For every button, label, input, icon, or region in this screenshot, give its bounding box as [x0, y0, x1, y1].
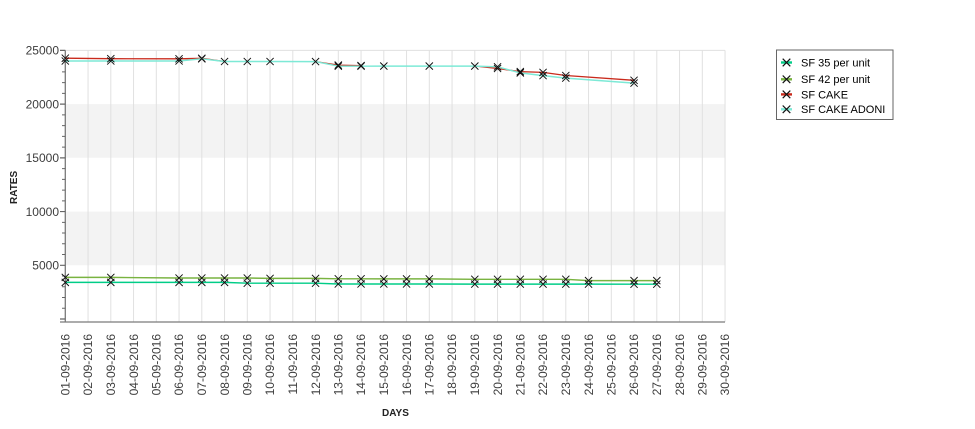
svg-text:03-09-2016: 03-09-2016 [104, 334, 118, 396]
svg-text:18-09-2016: 18-09-2016 [445, 334, 459, 396]
svg-text:07-09-2016: 07-09-2016 [195, 334, 209, 396]
svg-text:05-09-2016: 05-09-2016 [150, 334, 164, 396]
svg-text:12-09-2016: 12-09-2016 [309, 334, 323, 396]
svg-text:SF 42 per unit: SF 42 per unit [801, 74, 870, 86]
svg-text:5000: 5000 [32, 259, 59, 273]
svg-text:22-09-2016: 22-09-2016 [536, 334, 550, 396]
svg-text:28-09-2016: 28-09-2016 [673, 334, 687, 396]
svg-text:06-09-2016: 06-09-2016 [172, 334, 186, 396]
svg-text:16-09-2016: 16-09-2016 [400, 334, 414, 396]
svg-text:14-09-2016: 14-09-2016 [354, 334, 368, 396]
svg-text:10000: 10000 [26, 205, 60, 219]
svg-text:08-09-2016: 08-09-2016 [218, 334, 232, 396]
svg-text:29-09-2016: 29-09-2016 [696, 334, 710, 396]
svg-text:19-09-2016: 19-09-2016 [468, 334, 482, 396]
svg-text:26-09-2016: 26-09-2016 [627, 334, 641, 396]
svg-text:09-09-2016: 09-09-2016 [241, 334, 255, 396]
svg-text:30-09-2016: 30-09-2016 [718, 334, 732, 396]
svg-text:02-09-2016: 02-09-2016 [81, 334, 95, 396]
svg-text:11-09-2016: 11-09-2016 [286, 334, 300, 395]
svg-text:SF CAKE ADONI: SF CAKE ADONI [801, 104, 885, 116]
svg-text:24-09-2016: 24-09-2016 [582, 334, 596, 396]
svg-text:15000: 15000 [26, 151, 60, 165]
svg-text:SF 35 per unit: SF 35 per unit [801, 57, 870, 69]
svg-text:01-09-2016: 01-09-2016 [59, 334, 73, 396]
svg-text:27-09-2016: 27-09-2016 [650, 334, 664, 396]
svg-text:13-09-2016: 13-09-2016 [332, 334, 346, 396]
svg-text:15-09-2016: 15-09-2016 [377, 334, 391, 396]
svg-text:10-09-2016: 10-09-2016 [263, 334, 277, 396]
svg-text:RATES: RATES [9, 171, 20, 204]
svg-text:04-09-2016: 04-09-2016 [127, 334, 141, 396]
svg-text:20000: 20000 [26, 97, 60, 111]
svg-text:21-09-2016: 21-09-2016 [514, 334, 528, 396]
svg-text:DAYS: DAYS [382, 408, 409, 419]
svg-text:SF CAKE: SF CAKE [801, 89, 848, 101]
svg-text:25000: 25000 [26, 44, 60, 58]
svg-text:23-09-2016: 23-09-2016 [559, 334, 573, 396]
svg-text:17-09-2016: 17-09-2016 [423, 334, 437, 396]
svg-text:20-09-2016: 20-09-2016 [491, 334, 505, 396]
svg-text:25-09-2016: 25-09-2016 [605, 334, 619, 396]
